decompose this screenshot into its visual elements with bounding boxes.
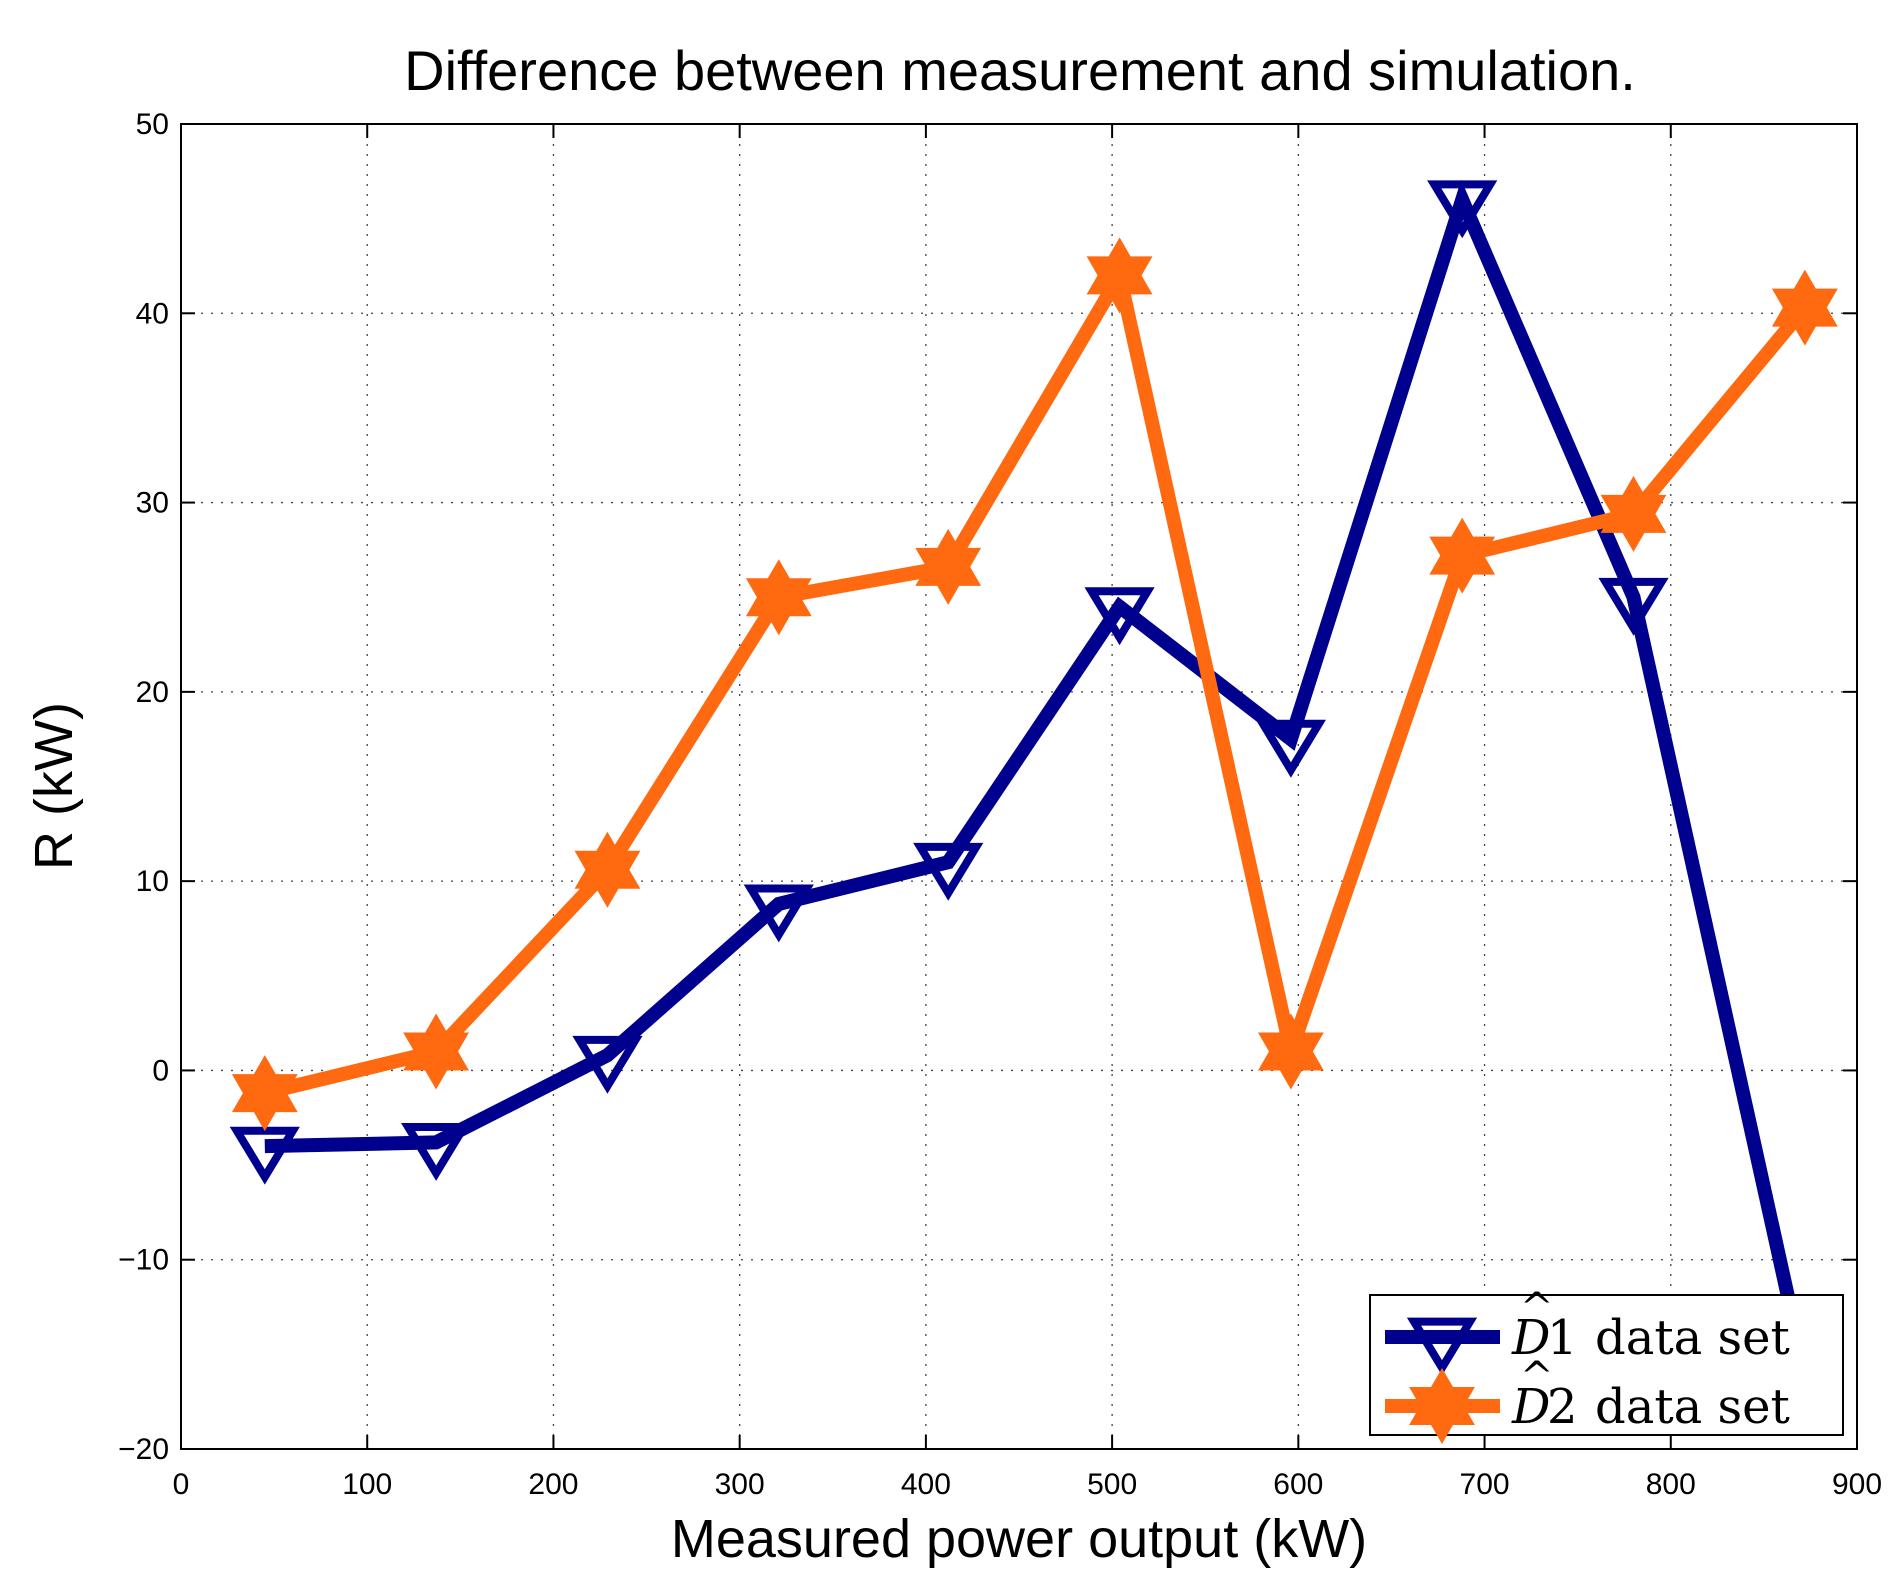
legend-marker — [1406, 1317, 1478, 1376]
y-tick-label: −20 — [118, 1433, 169, 1466]
x-tick-label: 900 — [1832, 1468, 1882, 1501]
legend-symbol: D — [1511, 1379, 1550, 1435]
legend-hat-accent: ^ — [1520, 1285, 1554, 1331]
x-tick-label: 300 — [715, 1468, 765, 1501]
plot-area — [181, 124, 1857, 1449]
series-2-point — [915, 528, 982, 605]
series-1-point — [913, 842, 984, 901]
series-2 — [231, 237, 1838, 1132]
series-1-point — [1598, 577, 1669, 636]
legend-symbol: D — [1511, 1310, 1550, 1366]
chart-title: Difference between measurement and simul… — [404, 39, 1636, 102]
x-tick-label: 800 — [1646, 1468, 1696, 1501]
y-tick-label: 40 — [136, 297, 169, 330]
series-1-point — [1427, 180, 1498, 239]
series-1-point — [1255, 719, 1326, 778]
y-axis-tick-labels: −20 −10 0 10 20 30 40 50 — [118, 108, 169, 1466]
series-2-point — [745, 559, 812, 636]
y-tick-label: 30 — [136, 487, 169, 520]
series-2-point — [1771, 269, 1838, 346]
series-1-point — [1084, 587, 1155, 646]
series-1-point — [401, 1122, 472, 1181]
y-tick-label: 50 — [136, 108, 169, 141]
series-1-point — [743, 884, 814, 943]
series-2-point — [403, 1013, 469, 1090]
series-2-point — [1086, 237, 1153, 314]
legend-index: 2 — [1547, 1379, 1578, 1435]
series-2-point — [574, 831, 641, 908]
grid — [181, 124, 1857, 1449]
x-tick-label: 200 — [528, 1468, 578, 1501]
legend-entry-2: D^2 data set — [1385, 1354, 1790, 1445]
legend-marker — [1409, 1367, 1475, 1445]
series-1-point — [572, 1035, 643, 1094]
y-tick-label: 20 — [136, 676, 169, 709]
series-2-point — [1429, 517, 1496, 594]
series-2-line — [263, 256, 1811, 1100]
x-tick-label: 500 — [1087, 1468, 1137, 1501]
y-tick-label: −10 — [118, 1244, 169, 1277]
series-2-point — [1258, 1013, 1324, 1090]
y-tick-label: 10 — [136, 865, 169, 898]
x-tick-label: 600 — [1273, 1468, 1323, 1501]
x-axis-title: Measured power output (kW) — [671, 1509, 1367, 1569]
legend-entry-1: D^1 data set — [1385, 1285, 1790, 1376]
series-2-point — [1600, 475, 1667, 552]
legend-index: 1 — [1547, 1310, 1578, 1366]
x-tick-label: 400 — [901, 1468, 951, 1501]
x-tick-label: 700 — [1460, 1468, 1510, 1501]
x-tick-label: 100 — [342, 1468, 392, 1501]
axes-box — [180, 123, 1858, 1450]
y-tick-label: 0 — [152, 1054, 169, 1087]
legend-hat-accent: ^ — [1520, 1354, 1554, 1400]
x-tick-label: 0 — [173, 1468, 190, 1501]
series-1-line — [264, 179, 1812, 1375]
legend-label: data set — [1595, 1379, 1790, 1435]
legend-label: data set — [1595, 1310, 1790, 1366]
series-2-point — [231, 1055, 298, 1132]
y-axis-title: R (kW) — [24, 702, 84, 870]
x-axis-tick-labels: 0 100 200 300 400 500 600 700 800 900 — [173, 1468, 1882, 1501]
